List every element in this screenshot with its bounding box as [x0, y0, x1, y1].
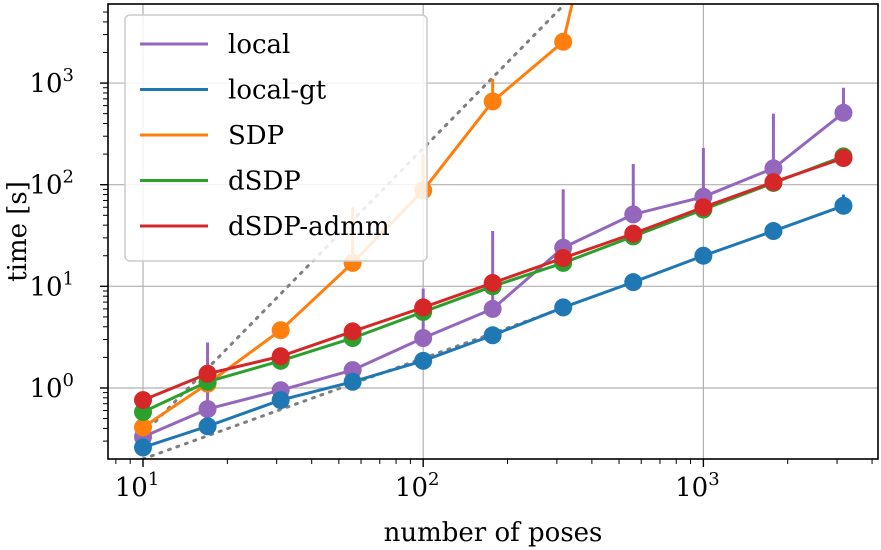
reference-line	[141, 4, 567, 436]
data-point	[483, 92, 502, 111]
data-point	[134, 391, 153, 410]
legend-item: local	[140, 30, 290, 60]
data-point	[483, 273, 502, 292]
data-point	[624, 224, 643, 243]
legend-box	[124, 14, 428, 262]
legend-label: local-gt	[228, 76, 327, 106]
data-point	[554, 298, 573, 317]
data-point	[483, 299, 502, 318]
x-tick-label: 101	[115, 469, 160, 503]
plot-frame	[107, 3, 879, 460]
data-point	[834, 149, 853, 168]
data-point	[764, 173, 783, 192]
data-point	[483, 326, 502, 345]
legend-item: SDP	[140, 121, 284, 151]
data-point	[271, 391, 290, 410]
data-point	[694, 246, 713, 265]
y-tick-label: 101	[29, 268, 74, 302]
data-point	[271, 321, 290, 340]
x-tick-label: 102	[395, 469, 440, 503]
y-tick-label: 102	[29, 167, 74, 201]
legend-item: local-gt	[140, 76, 327, 106]
legend-label: dSDP-admm	[228, 212, 390, 242]
data-point	[134, 418, 153, 437]
data-point	[343, 372, 362, 391]
data-point	[834, 103, 853, 122]
data-point	[554, 32, 573, 51]
data-point	[834, 196, 853, 215]
data-point	[198, 417, 217, 436]
data-point	[134, 438, 153, 457]
data-point	[271, 347, 290, 366]
data-point	[624, 273, 643, 292]
legend-item: dSDP	[140, 167, 301, 197]
data-point	[343, 322, 362, 341]
data-point	[414, 298, 433, 317]
data-point	[198, 400, 217, 419]
data-point	[624, 205, 643, 224]
data-point	[764, 222, 783, 241]
data-point	[414, 329, 433, 348]
series-local-gt	[134, 194, 853, 457]
data-point	[554, 249, 573, 268]
legend-item: dSDP-admm	[140, 212, 390, 242]
legend-label: local	[228, 30, 290, 60]
data-point	[198, 364, 217, 383]
data-point	[694, 198, 713, 217]
series-dSDP-admm	[134, 149, 853, 410]
data-point	[414, 351, 433, 370]
x-axis-label: number of poses	[384, 518, 603, 548]
legend: local local-gt SDP dSDP dSDP-admm	[124, 14, 428, 262]
y-tick-label: 100	[29, 370, 74, 404]
y-axis-label: time [s]	[3, 181, 33, 282]
ticks: 101 102 103 100 101 102 103	[29, 11, 873, 503]
y-tick-label: 103	[29, 65, 74, 99]
data-point	[764, 159, 783, 178]
legend-label: SDP	[228, 121, 284, 151]
x-tick-label: 103	[675, 469, 720, 503]
legend-label: dSDP	[228, 167, 301, 197]
